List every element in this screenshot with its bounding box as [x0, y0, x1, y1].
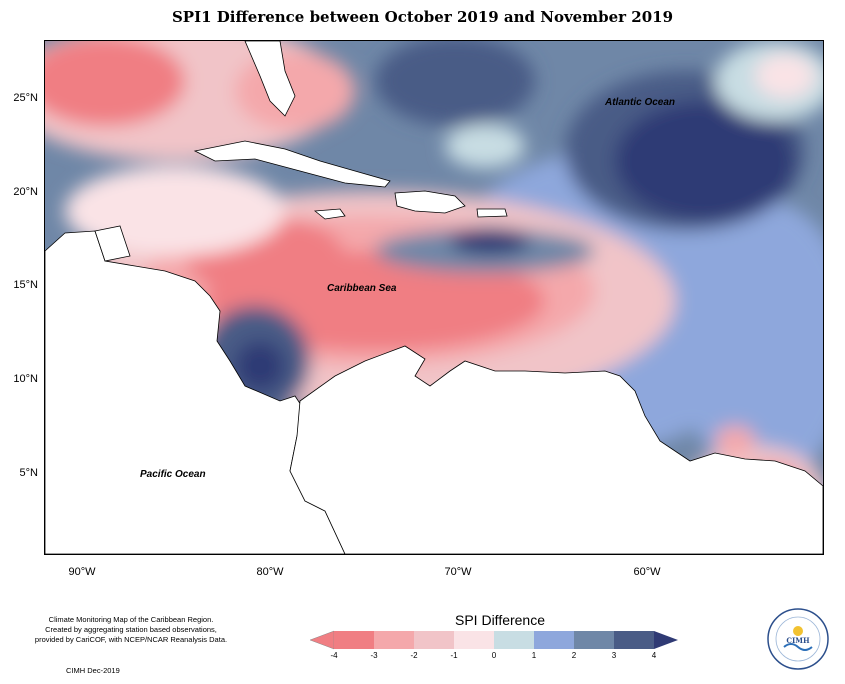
land	[45, 41, 823, 554]
legend-tick-p2: 2	[571, 651, 577, 660]
legend-tick-m4: -4	[330, 651, 338, 660]
legend-tick-m1: -1	[450, 651, 458, 660]
land-south-america	[289, 345, 823, 554]
footer-note-line-2: Created by aggregating station based obs…	[45, 625, 217, 634]
logo-text: CIMH	[786, 636, 810, 645]
footer-note-line-1: Climate Monitoring Map of the Caribbean …	[48, 615, 214, 624]
field-navy-north	[375, 41, 535, 126]
field-pink-florida	[235, 51, 355, 131]
legend-tick-m3: -3	[370, 651, 378, 660]
lon-tick-60: 60°W	[633, 566, 661, 578]
sun-icon	[793, 626, 803, 636]
lat-tick-10: 10°N	[13, 373, 38, 385]
label-atlantic-ocean: Atlantic Ocean	[604, 97, 675, 108]
lon-tick-90: 90°W	[68, 566, 96, 578]
lon-tick-70: 70°W	[444, 566, 472, 578]
legend-arrow-high	[654, 631, 678, 649]
footer-note-line-3: provided by CariCOF, with NCEP/NCAR Rean…	[34, 635, 228, 644]
logo-ring	[767, 608, 829, 670]
spi-map-canvas: Atlantic Ocean Caribbean Sea Pacific Oce…	[45, 41, 823, 554]
field-deep-panama	[235, 341, 285, 391]
legend-tick-0: 0	[491, 651, 497, 660]
cimh-logo: CIMH	[767, 608, 829, 670]
lat-tick-20: 20°N	[13, 186, 38, 198]
legend-arrow-low	[310, 630, 335, 650]
field-deep-antilles	[450, 227, 530, 255]
land-jamaica	[313, 208, 346, 220]
label-caribbean-sea: Caribbean Sea	[327, 283, 397, 294]
land-hispaniola	[394, 190, 466, 214]
legend-swatch-4	[454, 631, 494, 649]
legend-colorbar	[310, 630, 678, 650]
field-pink-ne	[755, 54, 815, 98]
land-yucatan	[94, 225, 131, 262]
field-pink-guyana-coast	[715, 426, 755, 456]
legend-tick-p3: 3	[611, 651, 617, 660]
legend-swatch-5	[494, 631, 534, 649]
legend-tick-m2: -2	[410, 651, 418, 660]
footer-note: Climate Monitoring Map of the Caribbean …	[31, 615, 231, 645]
legend-tick-p4: 4	[651, 651, 657, 660]
field-deep-atlantic	[615, 101, 795, 221]
field-light-blue-far-east	[675, 201, 823, 481]
land-puerto-rico	[476, 208, 508, 218]
land-cuba	[193, 140, 391, 188]
footer-credit: CIMH Dec-2019	[66, 666, 120, 675]
legend-swatch-7	[574, 631, 614, 649]
logo-inner-ring	[775, 616, 821, 662]
map-title: SPI1 Difference between October 2019 and…	[171, 8, 674, 26]
lat-tick-5: 5°N	[19, 467, 38, 479]
field-pale-atlantic	[445, 124, 525, 168]
legend-tick-p1: 1	[531, 651, 537, 660]
legend-swatch-1	[334, 631, 374, 649]
field-red-gulf	[45, 41, 185, 126]
lat-tick-25: 25°N	[13, 92, 38, 104]
wave-icon	[783, 643, 813, 651]
land-florida	[244, 41, 296, 117]
lat-tick-15: 15°N	[13, 279, 38, 291]
legend-swatch-8	[614, 631, 654, 649]
label-pacific-ocean: Pacific Ocean	[140, 469, 206, 480]
legend-swatch-3	[414, 631, 454, 649]
lon-tick-80: 80°W	[256, 566, 284, 578]
spi-map: Atlantic Ocean Caribbean Sea Pacific Oce…	[44, 40, 824, 555]
legend-title: SPI Difference	[455, 612, 546, 628]
legend-swatch-6	[534, 631, 574, 649]
legend-swatch-2	[374, 631, 414, 649]
